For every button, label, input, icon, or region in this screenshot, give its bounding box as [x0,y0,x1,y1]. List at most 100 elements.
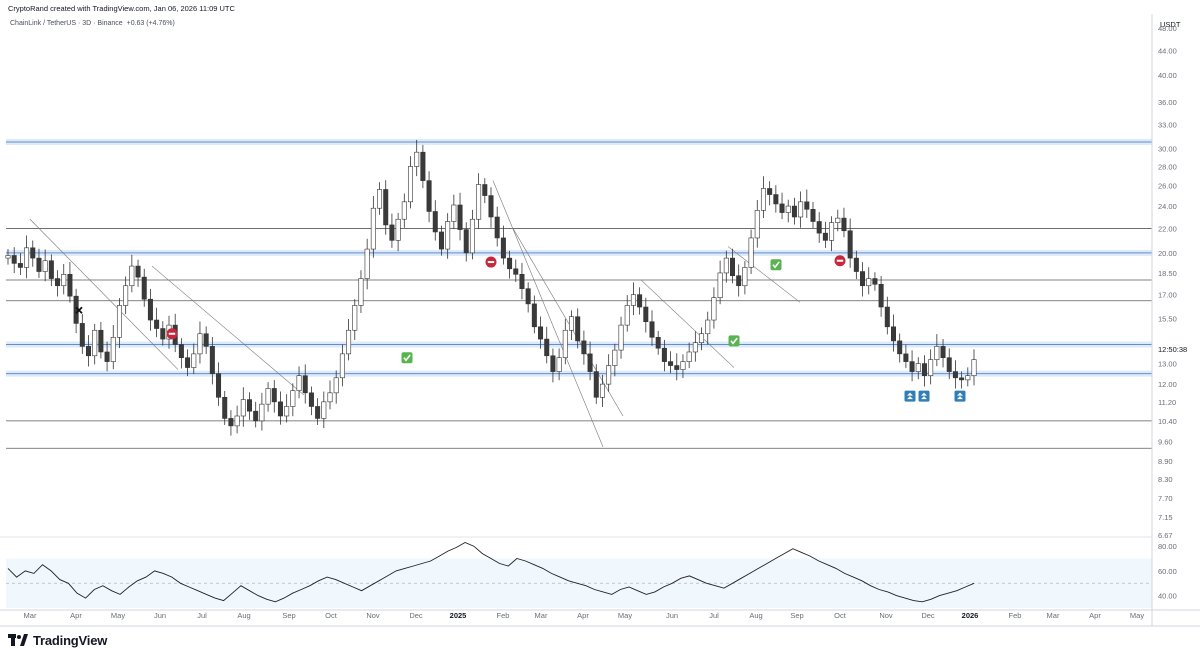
price-tick-label: 20.00 [1158,249,1177,258]
candle-up [61,274,67,287]
candle-up [284,406,290,417]
time-tick-label: Nov [879,611,893,620]
candle-down [222,397,228,419]
trendline [640,279,735,368]
candle-down [55,278,61,287]
price-tick-label: 15.50 [1158,314,1177,323]
candle-up [723,257,729,274]
candle-up [42,260,48,272]
horizontal-levels [6,228,1152,449]
candle-up [445,221,451,250]
candle-down [804,201,810,210]
candle-up [123,285,129,306]
time-tick-label: Sep [282,611,295,620]
candle-up [699,333,705,344]
candle-down [147,298,153,321]
stop-sign-bar [487,261,495,264]
time-tick-label: Jun [666,611,678,620]
candle-down [48,260,54,279]
candle-down [593,371,599,398]
candle-up [240,399,246,417]
candle-down [36,257,42,272]
time-tick-label: Mar [24,611,37,620]
candle-up [339,353,345,379]
candle-down [649,321,655,338]
chart-credit: CryptoRand created with TradingView.com,… [8,4,235,13]
candle-down [791,205,797,218]
candle-down [519,274,525,289]
price-tick-label: 11.20 [1158,398,1176,407]
tradingview-logo: TradingView [8,633,107,648]
candle-down [810,208,816,222]
candle-down [135,265,141,278]
trendline [512,228,624,417]
time-tick-label: Nov [366,611,380,620]
candle-down [581,340,587,355]
candle-up [934,346,940,360]
price-tick-label: 40.00 [1158,71,1177,80]
candle-up [333,377,339,394]
time-tick-label: 2026 [962,611,979,620]
time-tick-label: Jul [709,611,719,620]
candle-up [599,383,605,398]
price-tick-label: 18.50 [1158,269,1177,278]
time-tick-label: May [618,611,632,620]
candle-down [637,294,643,308]
trendline [151,265,305,396]
candle-down [550,355,556,372]
candle-up [624,305,630,326]
trendline [29,219,179,370]
candle-down [946,357,952,372]
candle-down [203,333,209,347]
candle-down [247,399,253,412]
candle-up [352,305,358,331]
rsi-tick-label: 60.00 [1158,567,1177,576]
price-tick-label: 33.00 [1158,120,1177,129]
time-tick-label: Dec [921,611,935,620]
candle-down [178,344,184,359]
price-tick-label: 28.00 [1158,162,1177,171]
trendline [492,180,604,447]
time-tick-label: Aug [749,611,762,620]
candle-up [290,390,296,407]
candle-up [760,188,766,211]
price-tick-label: 9.60 [1158,437,1173,446]
price-tick-label: 8.90 [1158,457,1173,466]
candle-down [17,263,23,268]
candle-down [67,274,73,297]
candle-down [500,237,506,259]
candle-down [872,278,878,285]
candle-up [618,324,624,351]
candle-down [668,361,674,366]
price-tick-label: 13.00 [1158,360,1177,369]
time-tick-label: Apr [70,611,82,620]
candle-up [971,359,977,377]
candle-up [915,363,921,372]
price-tick-label: 8.30 [1158,475,1173,484]
rsi-tick-label: 80.00 [1158,542,1177,551]
time-tick-label: Mar [535,611,548,620]
time-tick-label: Aug [237,611,250,620]
symbol-name: ChainLink / TetherUS · 3D · Binance [10,20,123,27]
candle-up [451,204,457,222]
time-tick-label: Dec [409,611,423,620]
candle-up [197,333,203,355]
candle-down [674,365,680,370]
candle-down [389,224,395,241]
candle-up [476,184,482,220]
candle-down [463,229,469,254]
candle-up [296,375,302,391]
candle-up [680,361,686,370]
candle-down [884,306,890,328]
candle-up [556,357,562,372]
candle-up [110,336,116,362]
candle-down [822,232,828,241]
double-up-arrow-glyph [957,392,963,400]
candle-down [897,340,903,355]
tradingview-wordmark: TradingView [33,633,108,648]
candle-down [878,283,884,308]
candle-up [562,329,568,359]
x-mark-icon [75,306,83,314]
candle-down [482,184,488,196]
